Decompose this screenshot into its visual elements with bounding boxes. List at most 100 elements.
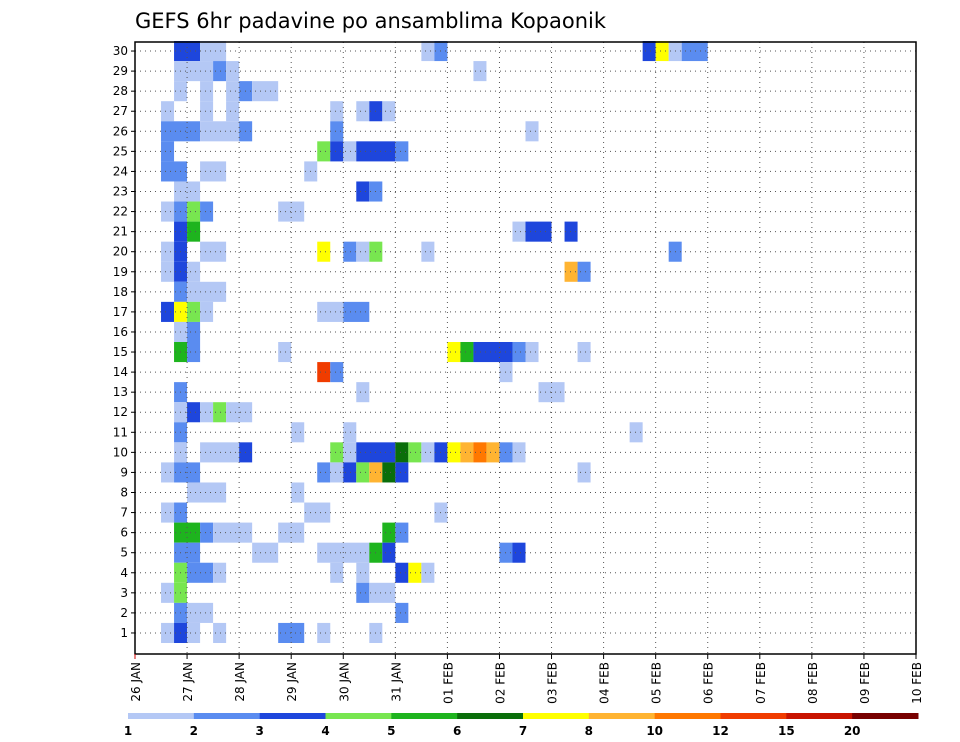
- precip-cell: [200, 101, 214, 122]
- y-tick-label: 29: [113, 64, 128, 78]
- precip-cell: [356, 562, 370, 583]
- x-tick-label: 10 FEB: [910, 662, 924, 704]
- precip-cell: [447, 442, 461, 463]
- plot-frame: [134, 41, 917, 655]
- precip-cell: [369, 582, 396, 603]
- x-tick-label: 29 JAN: [285, 662, 299, 702]
- y-tick-label: 23: [113, 185, 128, 199]
- precip-cell: [421, 241, 435, 262]
- y-tick-label: 11: [113, 425, 128, 439]
- precip-cell: [291, 422, 305, 443]
- precip-cell: [356, 101, 370, 122]
- legend-label: 6: [453, 724, 461, 738]
- x-tick-label: 30 JAN: [337, 662, 351, 702]
- y-tick-label: 27: [113, 104, 128, 118]
- legend-swatch: [325, 713, 392, 719]
- precip-cell: [187, 482, 227, 503]
- legend-label: 10: [646, 724, 663, 738]
- precip-cell: [395, 602, 409, 623]
- legend-swatch: [128, 713, 195, 719]
- x-tick-label: 02 FEB: [493, 662, 507, 704]
- precip-cell: [382, 101, 396, 122]
- precip-cell: [525, 342, 539, 363]
- precip-cell: [408, 442, 422, 463]
- precip-cell: [382, 522, 396, 543]
- precip-cell: [395, 462, 409, 483]
- precip-cell: [317, 622, 331, 643]
- y-tick-label: 13: [113, 385, 128, 399]
- y-tick-label: 19: [113, 265, 128, 279]
- precip-cell: [187, 201, 201, 222]
- x-tick-label: 09 FEB: [858, 662, 872, 704]
- chart-title: GEFS 6hr padavine po ansamblima Kopaonik: [135, 9, 607, 33]
- precip-cell: [330, 141, 344, 162]
- precip-cell: [356, 582, 370, 603]
- x-tick-label: 04 FEB: [598, 662, 612, 704]
- precip-cell: [330, 101, 344, 122]
- x-tick-label: 06 FEB: [702, 662, 716, 704]
- y-tick-label: 4: [120, 566, 128, 580]
- precip-cell: [187, 622, 201, 643]
- y-tick-label: 9: [120, 465, 128, 479]
- precip-cell: [330, 562, 344, 583]
- x-tick-label: 31 JAN: [389, 662, 403, 702]
- y-tick-label: 18: [113, 285, 128, 299]
- precip-cell: [356, 462, 370, 483]
- precip-cell: [525, 221, 552, 242]
- precip-cell: [421, 562, 435, 583]
- precip-cell: [655, 41, 669, 62]
- precip-cell: [473, 442, 487, 463]
- precip-cell: [317, 362, 331, 383]
- precip-cell: [161, 502, 175, 523]
- y-tick-label: 20: [113, 245, 128, 259]
- precip-cell: [629, 422, 643, 443]
- legend-label: 7: [519, 724, 527, 738]
- precip-cell: [200, 522, 214, 543]
- legend-label: 20: [844, 724, 861, 738]
- precip-cell: [200, 402, 214, 423]
- legend-label: 5: [387, 724, 395, 738]
- y-tick-label: 7: [120, 506, 128, 520]
- precip-cell: [460, 342, 474, 363]
- legend-label: 15: [778, 724, 795, 738]
- y-tick-label: 16: [113, 325, 128, 339]
- precip-cell: [161, 301, 175, 322]
- precip-cell: [200, 301, 214, 322]
- precip-cell: [304, 502, 331, 523]
- precip-cell: [421, 41, 435, 62]
- precip-cell: [681, 41, 708, 62]
- x-tick-label: 27 JAN: [181, 662, 195, 702]
- precip-cell: [343, 241, 357, 262]
- x-tick-label: 07 FEB: [754, 662, 768, 704]
- precip-cell: [473, 61, 487, 82]
- precip-cell: [187, 402, 201, 423]
- precip-cell: [317, 241, 331, 262]
- legend-swatch: [193, 713, 261, 719]
- precip-cell: [161, 622, 175, 643]
- legend-swatch: [457, 713, 524, 719]
- precip-cell: [161, 462, 175, 483]
- y-tick-label: 5: [120, 546, 128, 560]
- grid-lines: [135, 42, 916, 654]
- precip-cell: [213, 562, 227, 583]
- precip-cell: [460, 442, 474, 463]
- precip-cell: [343, 442, 357, 463]
- precip-cell: [187, 221, 201, 242]
- precip-cell: [408, 562, 422, 583]
- precip-cell: [382, 542, 396, 563]
- precip-cell: [161, 161, 188, 182]
- y-tick-label: 12: [113, 405, 128, 419]
- precip-cell: [226, 101, 240, 122]
- precip-cell: [161, 141, 175, 162]
- y-tick-label: 24: [113, 164, 128, 178]
- precip-cell: [161, 261, 175, 282]
- y-tick-label: 14: [113, 365, 128, 379]
- precip-cell: [317, 462, 331, 483]
- precip-cell: [564, 261, 578, 282]
- legend-swatch: [588, 713, 656, 719]
- precip-cell: [187, 281, 227, 302]
- precip-cell: [200, 121, 240, 142]
- precip-cell: [512, 342, 526, 363]
- precip-cell: [226, 61, 240, 82]
